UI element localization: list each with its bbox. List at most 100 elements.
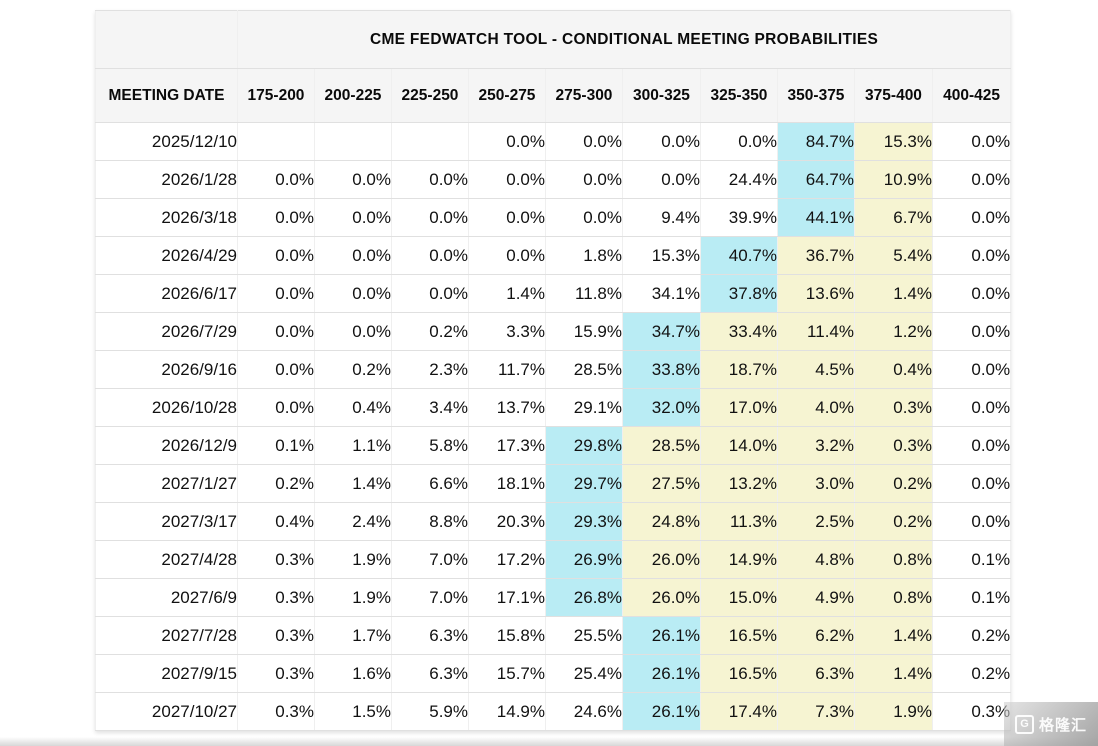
- probability-cell: 0.4%: [314, 388, 392, 427]
- probability-cell: 0.2%: [931, 654, 1012, 693]
- meeting-date-cell: 2026/9/16: [95, 350, 238, 389]
- probability-cell: 7.0%: [391, 540, 469, 579]
- probability-cell: 9.4%: [622, 198, 701, 237]
- probability-cell: 14.0%: [700, 426, 778, 465]
- probability-cell: 3.0%: [777, 464, 855, 503]
- probability-cell: 6.7%: [854, 198, 933, 237]
- table-row: 2027/10/27 0.3% 1.5% 5.9% 14.9% 24.6% 26.1% 17.…: [95, 692, 1012, 731]
- meeting-date-cell: 2027/4/28: [95, 540, 238, 579]
- probability-cell: 1.4%: [854, 654, 933, 693]
- probability-cell: 26.1%: [622, 654, 701, 693]
- probability-cell: 0.2%: [237, 464, 315, 503]
- probability-cell: 6.2%: [777, 616, 855, 655]
- probability-cell: 0.0%: [314, 274, 392, 313]
- probability-cell: 3.3%: [468, 312, 546, 351]
- probability-cell: 26.1%: [622, 616, 701, 655]
- meeting-date-cell: 2026/1/28: [95, 160, 238, 199]
- probability-cell: 13.6%: [777, 274, 855, 313]
- probability-cell: 28.5%: [622, 426, 701, 465]
- probability-cell: 15.8%: [468, 616, 546, 655]
- probability-cell: 0.1%: [931, 578, 1012, 617]
- probability-cell: 0.0%: [545, 198, 623, 237]
- probability-cell: 18.7%: [700, 350, 778, 389]
- probability-cell: 11.7%: [468, 350, 546, 389]
- probability-cell: 26.0%: [622, 578, 701, 617]
- probability-cell: 0.0%: [931, 274, 1012, 313]
- rate-range-column-header: 350-375: [777, 68, 855, 123]
- probability-cell: 11.3%: [700, 502, 778, 541]
- probability-cell: 26.0%: [622, 540, 701, 579]
- probability-cell: 0.0%: [391, 236, 469, 275]
- probability-cell: 40.7%: [700, 236, 778, 275]
- probability-cell: 0.3%: [931, 692, 1012, 731]
- probability-cell: 0.0%: [931, 464, 1012, 503]
- probability-cell: 1.9%: [314, 578, 392, 617]
- probability-cell: 33.8%: [622, 350, 701, 389]
- probability-cell: 4.9%: [777, 578, 855, 617]
- probability-cell: 0.3%: [237, 692, 315, 731]
- probability-cell: 0.0%: [391, 274, 469, 313]
- probability-cell: 25.4%: [545, 654, 623, 693]
- probability-cell: 11.8%: [545, 274, 623, 313]
- probability-cell: 16.5%: [700, 616, 778, 655]
- probability-cell: 6.3%: [391, 654, 469, 693]
- probability-cell: 13.7%: [468, 388, 546, 427]
- table-row: 2026/7/29 0.0% 0.0% 0.2% 3.3% 15.9% 34.7% 33.4%…: [95, 312, 1012, 351]
- probability-cell: 0.0%: [931, 122, 1012, 161]
- probability-cell: 7.0%: [391, 578, 469, 617]
- table-row: 2026/4/29 0.0% 0.0% 0.0% 0.0% 1.8% 15.3% 40.7% 3…: [95, 236, 1012, 275]
- probability-cell: 0.4%: [237, 502, 315, 541]
- rate-range-column-header: 325-350: [700, 68, 778, 123]
- meeting-date-cell: 2027/10/27: [95, 692, 238, 731]
- probability-cell: 25.5%: [545, 616, 623, 655]
- probability-cell: 33.4%: [700, 312, 778, 351]
- probability-cell: 4.5%: [777, 350, 855, 389]
- probability-cell: 0.8%: [854, 540, 933, 579]
- probability-cell: 11.4%: [777, 312, 855, 351]
- probability-cell: 0.0%: [237, 274, 315, 313]
- probability-cell: 14.9%: [468, 692, 546, 731]
- probability-cell: 4.8%: [777, 540, 855, 579]
- probability-cell: 0.0%: [314, 198, 392, 237]
- probability-cell: 26.1%: [622, 692, 701, 731]
- fedwatch-probabilities-table: CME FEDWATCH TOOL - CONDITIONAL MEETING …: [95, 10, 1012, 731]
- table-body: 2025/12/10 0.0% 0.0% 0.0% 0.0% 84.7% 15.3% 0.0%…: [95, 122, 1012, 731]
- probability-cell: 0.0%: [314, 312, 392, 351]
- probability-cell: 1.6%: [314, 654, 392, 693]
- rate-range-column-header: 200-225: [314, 68, 392, 123]
- probability-cell: 0.1%: [931, 540, 1012, 579]
- probability-cell: 44.1%: [777, 198, 855, 237]
- table-row: 2026/1/28 0.0% 0.0% 0.0% 0.0% 0.0% 0.0% 24.4% 64…: [95, 160, 1012, 199]
- probability-cell: 0.3%: [237, 616, 315, 655]
- probability-cell: 24.8%: [622, 502, 701, 541]
- bottom-shadow: [0, 737, 1098, 746]
- probability-cell: 0.0%: [931, 502, 1012, 541]
- probability-cell: 36.7%: [777, 236, 855, 275]
- probability-cell: 0.0%: [931, 198, 1012, 237]
- table-row: 2027/3/17 0.4% 2.4% 8.8% 20.3% 29.3% 24.8% 11.3…: [95, 502, 1012, 541]
- probability-cell: 39.9%: [700, 198, 778, 237]
- rate-range-column-header: 275-300: [545, 68, 623, 123]
- probability-cell: 17.0%: [700, 388, 778, 427]
- probability-cell: 5.9%: [391, 692, 469, 731]
- probability-cell: 0.0%: [468, 236, 546, 275]
- probability-cell: 64.7%: [777, 160, 855, 199]
- gelonghui-logo-icon: G: [1014, 714, 1034, 734]
- probability-cell: 1.4%: [314, 464, 392, 503]
- probability-cell: 6.3%: [391, 616, 469, 655]
- meeting-date-cell: 2026/6/17: [95, 274, 238, 313]
- probability-cell: 0.0%: [468, 198, 546, 237]
- probability-cell: 0.0%: [545, 122, 623, 161]
- rate-range-column-header: 400-425: [931, 68, 1012, 123]
- meeting-date-column-header: MEETING DATE: [95, 68, 238, 123]
- table-row: 2027/4/28 0.3% 1.9% 7.0% 17.2% 26.9% 26.0% 14.9…: [95, 540, 1012, 579]
- probability-cell: 29.3%: [545, 502, 623, 541]
- probability-cell: 0.0%: [468, 160, 546, 199]
- probability-cell: 17.3%: [468, 426, 546, 465]
- meeting-date-cell: 2026/7/29: [95, 312, 238, 351]
- probability-cell: 0.0%: [700, 122, 778, 161]
- probability-cell: 8.8%: [391, 502, 469, 541]
- probability-cell: 0.2%: [931, 616, 1012, 655]
- probability-cell: 0.0%: [931, 236, 1012, 275]
